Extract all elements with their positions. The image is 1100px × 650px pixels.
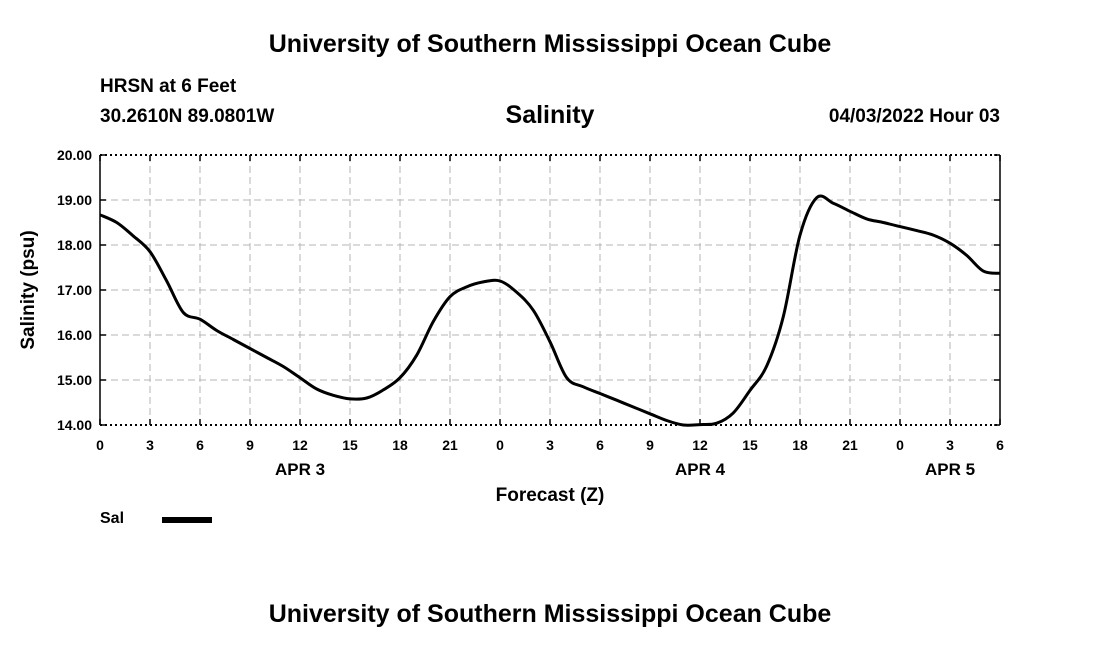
day-label: APR 5 [925, 460, 975, 479]
series-line-sal [99, 194, 1001, 427]
x-tick-label: 12 [692, 437, 708, 453]
x-tick-label: 12 [292, 437, 308, 453]
x-tick-label: 9 [646, 437, 654, 453]
x-tick-label: 3 [146, 437, 154, 453]
x-tick-label: 3 [546, 437, 554, 453]
x-tick-label: 18 [792, 437, 808, 453]
x-tick-label: 0 [96, 437, 104, 453]
x-tick-label: 3 [946, 437, 954, 453]
x-tick-label: 18 [392, 437, 408, 453]
x-tick-label: 15 [742, 437, 758, 453]
x-tick-label: 21 [442, 437, 458, 453]
x-tick-label: 0 [896, 437, 904, 453]
y-tick-label: 18.00 [57, 237, 92, 253]
x-axis-title: Forecast (Z) [496, 485, 605, 506]
station-label: HRSN at 6 Feet [100, 76, 237, 97]
coordinates-label: 30.2610N 89.0801W [100, 106, 275, 127]
y-tick-label: 14.00 [57, 417, 92, 433]
y-tick-label: 16.00 [57, 327, 92, 343]
x-tick-label: 0 [496, 437, 504, 453]
y-tick-label: 19.00 [57, 192, 92, 208]
day-label: APR 3 [275, 460, 325, 479]
x-tick-label: 9 [246, 437, 254, 453]
y-tick-label: 15.00 [57, 372, 92, 388]
x-tick-label: 15 [342, 437, 358, 453]
x-tick-label: 6 [996, 437, 1004, 453]
legend-swatch [162, 517, 212, 523]
x-tick-label: 6 [196, 437, 204, 453]
legend-label: Sal [100, 510, 125, 527]
chart-title: Salinity [505, 101, 595, 129]
top-title: University of Southern Mississippi Ocean… [268, 30, 832, 58]
y-tick-label: 20.00 [57, 147, 92, 163]
x-tick-label: 21 [842, 437, 858, 453]
x-tick-label: 6 [596, 437, 604, 453]
y-tick-label: 17.00 [57, 282, 92, 298]
y-axis-title: Salinity (psu) [18, 230, 39, 349]
day-label: APR 4 [675, 460, 726, 479]
timestamp-label: 04/03/2022 Hour 03 [828, 106, 1000, 127]
bottom-title: University of Southern Mississippi Ocean… [268, 600, 832, 628]
